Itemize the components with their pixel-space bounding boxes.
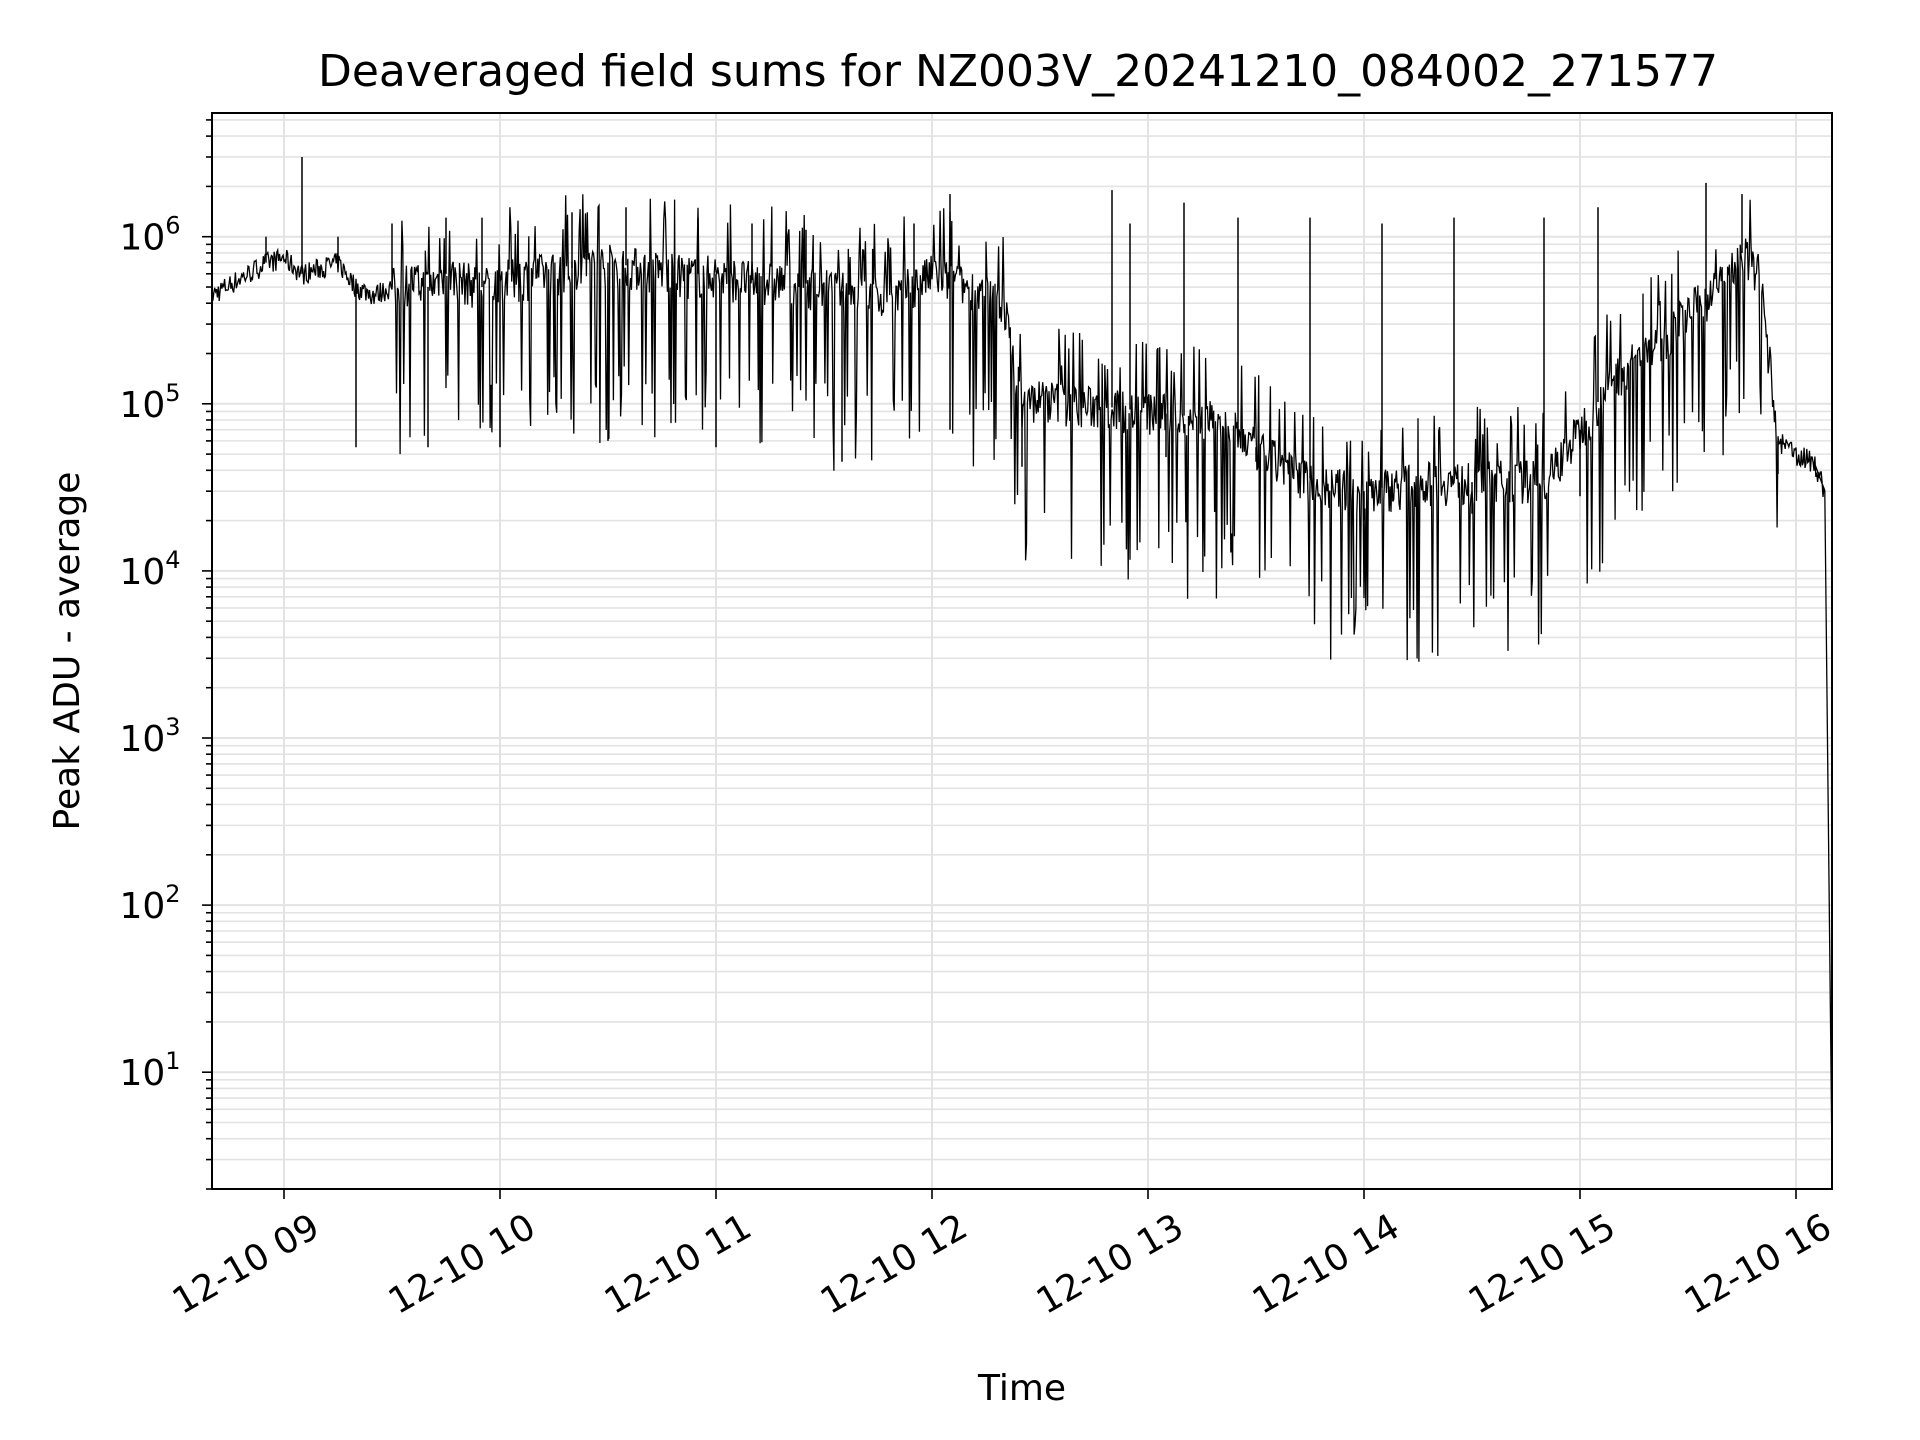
series-layer bbox=[211, 156, 1833, 1160]
y-tick-label: 101 bbox=[119, 1047, 180, 1094]
y-tick-label: 105 bbox=[119, 379, 180, 426]
plot-frame bbox=[211, 112, 1833, 1190]
series-line bbox=[211, 194, 1833, 1160]
chart-title: Deaveraged field sums for NZ003V_2024121… bbox=[318, 46, 1718, 97]
y-tick-label: 104 bbox=[119, 546, 180, 593]
y-tick-label: 103 bbox=[119, 713, 180, 760]
y-axis-label: Peak ADU - average bbox=[47, 472, 88, 831]
y-tick-label: 106 bbox=[119, 212, 180, 259]
x-axis-label: Time bbox=[977, 1368, 1066, 1409]
grid bbox=[212, 113, 1832, 1190]
y-tick-label: 102 bbox=[119, 880, 180, 927]
